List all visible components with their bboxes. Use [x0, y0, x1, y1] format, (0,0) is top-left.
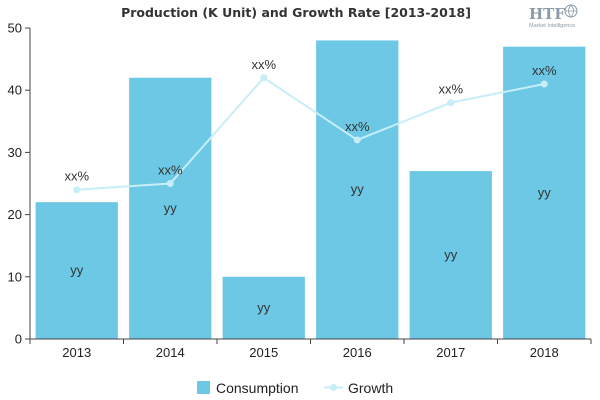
y-tick-label: 50: [8, 21, 22, 36]
growth-labels: xx% xx% xx% xx% xx% xx%: [64, 57, 557, 184]
growth-point: [353, 136, 361, 144]
consumption-bar: [129, 77, 212, 339]
consumption-bar: [35, 202, 118, 339]
growth-data-label: xx%: [345, 119, 370, 134]
growth-line-layer: [73, 74, 548, 194]
globe-meridian-icon: [565, 4, 577, 18]
chart-title: Production (K Unit) and Growth Rate [201…: [121, 5, 471, 20]
bar-data-label: yy: [444, 247, 458, 262]
consumption-bar: [222, 276, 305, 339]
y-tick-label: 40: [8, 83, 22, 98]
bar-data-label: yy: [538, 185, 552, 200]
growth-point: [73, 186, 81, 194]
x-tick-label: 2018: [530, 345, 559, 360]
growth-data-label: xx%: [438, 82, 463, 97]
growth-data-label: xx%: [532, 63, 557, 78]
legend-growth-label: Growth: [348, 380, 393, 396]
legend-consumption-swatch: [197, 381, 210, 394]
x-axis: 2013 2014 2015 2016 2017 2018: [29, 338, 592, 360]
y-axis: 0 10 20 30 40 50: [8, 21, 31, 347]
x-tick-label: 2017: [436, 345, 465, 360]
y-tick-label: 10: [8, 269, 22, 284]
growth-point: [540, 80, 548, 88]
legend-growth-swatch-marker: [330, 384, 337, 391]
growth-data-label: xx%: [64, 169, 89, 184]
bar-data-label: yy: [164, 200, 178, 215]
bar-data-label: yy: [70, 263, 84, 278]
growth-point: [447, 99, 455, 107]
logo-subtitle: Market Intelligence: [529, 23, 575, 29]
consumption-bar: [503, 46, 586, 339]
y-tick-label: 30: [8, 145, 22, 160]
consumption-bar: [316, 40, 399, 339]
growth-point: [166, 180, 174, 187]
logo: HTF Market Intelligence: [529, 4, 578, 29]
legend-consumption-label: Consumption: [216, 380, 299, 396]
consumption-bar: [409, 171, 492, 339]
bar-data-label: yy: [257, 300, 271, 315]
bars: [35, 40, 586, 339]
logo-text: HTF: [529, 5, 565, 23]
growth-data-label: xx%: [158, 163, 183, 178]
x-tick-label: 2016: [343, 345, 372, 360]
x-tick-label: 2014: [156, 345, 185, 360]
growth-line: [76, 76, 545, 191]
y-tick-label: 0: [15, 332, 22, 347]
growth-data-label: xx%: [251, 57, 276, 72]
x-tick-label: 2013: [62, 345, 91, 360]
bar-data-label: yy: [351, 182, 365, 197]
x-tick-label: 2015: [249, 345, 278, 360]
y-tick-label: 20: [8, 207, 22, 222]
bar-labels: yy yy yy yy yy yy: [70, 182, 551, 315]
growth-point: [260, 74, 268, 82]
legend: Consumption Growth: [197, 380, 393, 396]
